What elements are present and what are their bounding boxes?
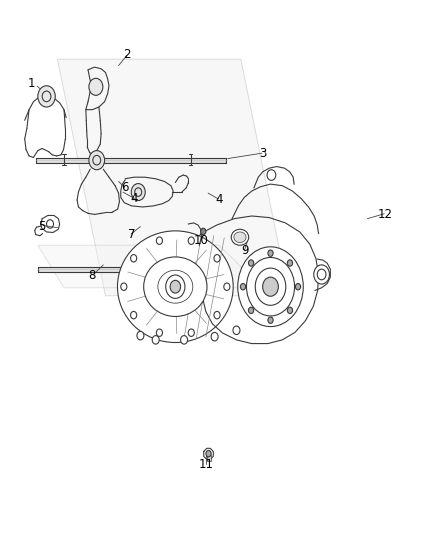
Circle shape [121,283,127,290]
Circle shape [166,275,185,298]
Circle shape [214,311,220,319]
Circle shape [152,336,159,344]
Circle shape [267,169,276,180]
Text: 4: 4 [130,192,138,205]
Text: 8: 8 [89,269,96,282]
Circle shape [268,250,273,256]
Circle shape [89,151,105,169]
Ellipse shape [144,257,207,317]
Ellipse shape [234,232,246,243]
Circle shape [206,450,211,457]
Circle shape [255,268,286,305]
Circle shape [188,237,194,245]
Circle shape [263,277,279,296]
Text: 12: 12 [378,208,392,221]
Circle shape [233,326,240,335]
Circle shape [214,255,220,262]
Ellipse shape [231,229,249,245]
Circle shape [287,260,293,266]
Circle shape [38,86,55,107]
Circle shape [224,283,230,290]
Circle shape [156,329,162,336]
Text: 10: 10 [194,235,209,247]
Circle shape [188,329,194,336]
Bar [35,158,226,163]
Circle shape [248,307,254,313]
Circle shape [131,311,137,319]
Polygon shape [38,245,263,288]
Circle shape [247,257,294,316]
Circle shape [131,255,137,262]
Ellipse shape [158,270,193,303]
Text: 2: 2 [124,49,131,61]
Circle shape [287,307,293,313]
Text: 4: 4 [215,193,223,206]
Text: 6: 6 [121,181,129,195]
Circle shape [137,332,144,340]
Circle shape [89,78,103,95]
Circle shape [295,284,300,290]
Text: 7: 7 [128,228,135,241]
Text: 5: 5 [39,220,46,232]
Circle shape [314,265,329,284]
Text: 3: 3 [259,147,266,160]
Bar [38,266,217,272]
Circle shape [201,228,206,235]
Circle shape [180,336,187,344]
Circle shape [248,260,254,266]
Circle shape [268,317,273,324]
Text: 9: 9 [241,244,249,257]
Circle shape [170,280,180,293]
Circle shape [211,333,218,341]
Circle shape [317,269,326,280]
Bar [207,455,211,461]
Circle shape [156,237,162,245]
Circle shape [131,183,145,200]
Text: 1: 1 [28,77,35,90]
Text: 11: 11 [198,458,213,471]
Circle shape [240,284,246,290]
Polygon shape [57,59,289,296]
Circle shape [238,247,303,327]
Ellipse shape [117,231,233,343]
